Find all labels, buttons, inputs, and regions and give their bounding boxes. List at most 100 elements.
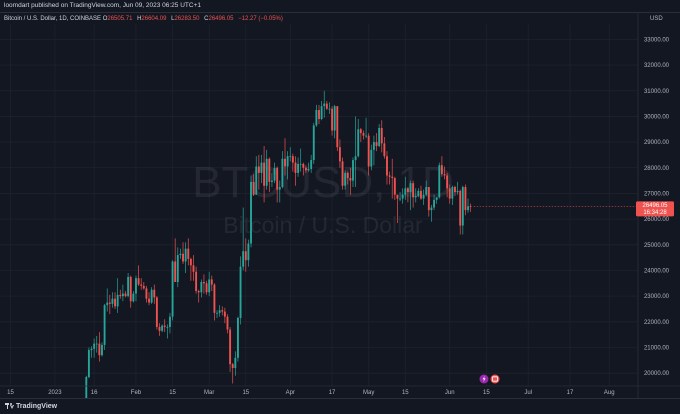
candle[interactable] <box>459 189 462 235</box>
candle[interactable] <box>409 180 412 211</box>
tradingview-logo[interactable]: TradingView <box>5 403 57 410</box>
candle[interactable] <box>119 289 122 299</box>
candle[interactable] <box>239 256 242 325</box>
candle[interactable] <box>192 255 195 281</box>
candle[interactable] <box>250 175 252 248</box>
candle[interactable] <box>318 104 320 125</box>
candle[interactable] <box>216 310 218 318</box>
candle[interactable] <box>396 194 399 223</box>
candle[interactable] <box>142 282 145 290</box>
candle[interactable] <box>166 324 169 339</box>
candle[interactable] <box>291 153 294 172</box>
candle[interactable] <box>218 305 221 317</box>
candle[interactable] <box>270 172 273 188</box>
candle[interactable] <box>189 257 192 281</box>
candle[interactable] <box>87 347 90 379</box>
candle[interactable] <box>440 156 443 177</box>
candle[interactable] <box>399 192 401 202</box>
candle[interactable] <box>116 278 119 313</box>
candle[interactable] <box>294 156 297 186</box>
candle[interactable] <box>108 294 111 315</box>
candle[interactable] <box>132 291 135 303</box>
candle[interactable] <box>179 248 182 259</box>
candle[interactable] <box>354 116 357 188</box>
candle[interactable] <box>148 292 150 306</box>
candle[interactable] <box>234 351 237 376</box>
candle[interactable] <box>237 316 239 362</box>
candle[interactable] <box>446 172 449 198</box>
candle[interactable] <box>359 127 362 143</box>
candle[interactable] <box>427 187 430 217</box>
candle[interactable] <box>430 205 433 222</box>
candle[interactable] <box>433 194 435 211</box>
candle[interactable] <box>174 238 177 283</box>
candle[interactable] <box>304 165 307 173</box>
candle[interactable] <box>461 185 464 235</box>
candle[interactable] <box>289 147 292 162</box>
candle[interactable] <box>299 148 302 172</box>
candle[interactable] <box>221 306 224 316</box>
candle[interactable] <box>336 106 339 152</box>
candle[interactable] <box>388 171 391 185</box>
candle[interactable] <box>341 157 344 190</box>
candle[interactable] <box>425 180 428 197</box>
candle[interactable] <box>226 314 229 334</box>
candle[interactable] <box>276 166 279 203</box>
candle[interactable] <box>370 144 373 171</box>
candle[interactable] <box>213 283 216 321</box>
candle[interactable] <box>205 280 208 295</box>
candle[interactable] <box>367 133 370 176</box>
candle[interactable] <box>90 346 93 358</box>
candle[interactable] <box>315 104 318 127</box>
candle[interactable] <box>171 260 174 321</box>
candle[interactable] <box>93 338 96 358</box>
candle[interactable] <box>153 284 156 304</box>
candle[interactable] <box>223 307 226 324</box>
candle[interactable] <box>297 157 300 177</box>
candle[interactable] <box>155 296 158 330</box>
candle[interactable] <box>312 122 315 164</box>
candle[interactable] <box>127 273 130 298</box>
candle[interactable] <box>443 166 446 180</box>
candle[interactable] <box>121 284 124 302</box>
candle[interactable] <box>229 326 232 372</box>
candle[interactable] <box>184 242 187 274</box>
candle[interactable] <box>349 167 352 195</box>
candle[interactable] <box>378 124 381 148</box>
candle[interactable] <box>352 157 354 188</box>
candle[interactable] <box>357 118 360 158</box>
candle[interactable] <box>422 189 425 205</box>
candle[interactable] <box>203 274 205 294</box>
candle[interactable] <box>435 197 438 204</box>
candle[interactable] <box>169 312 171 334</box>
candle[interactable] <box>150 287 153 304</box>
candle[interactable] <box>362 130 365 140</box>
candle[interactable] <box>412 180 415 208</box>
candle[interactable] <box>383 136 386 159</box>
candle[interactable] <box>310 154 313 173</box>
candle[interactable] <box>469 203 472 212</box>
candle[interactable] <box>325 101 328 111</box>
candle[interactable] <box>255 156 258 195</box>
candle[interactable] <box>145 285 148 303</box>
candle[interactable] <box>307 162 310 172</box>
candle[interactable] <box>338 139 341 168</box>
candle[interactable] <box>176 247 179 288</box>
candle[interactable] <box>158 323 161 336</box>
candle[interactable] <box>111 292 114 308</box>
candle[interactable] <box>85 375 88 399</box>
candle[interactable] <box>281 151 284 189</box>
candle[interactable] <box>257 154 260 190</box>
candle[interactable] <box>135 275 137 302</box>
candle[interactable] <box>333 104 336 139</box>
calendar-icon[interactable] <box>490 374 500 384</box>
candle[interactable] <box>263 145 266 203</box>
candle[interactable] <box>320 101 323 121</box>
candle[interactable] <box>114 292 116 309</box>
candle[interactable] <box>344 170 347 190</box>
candle[interactable] <box>456 181 459 195</box>
candle[interactable] <box>451 185 454 205</box>
candle[interactable] <box>242 207 245 271</box>
candle[interactable] <box>438 162 441 199</box>
candle[interactable] <box>252 174 255 197</box>
